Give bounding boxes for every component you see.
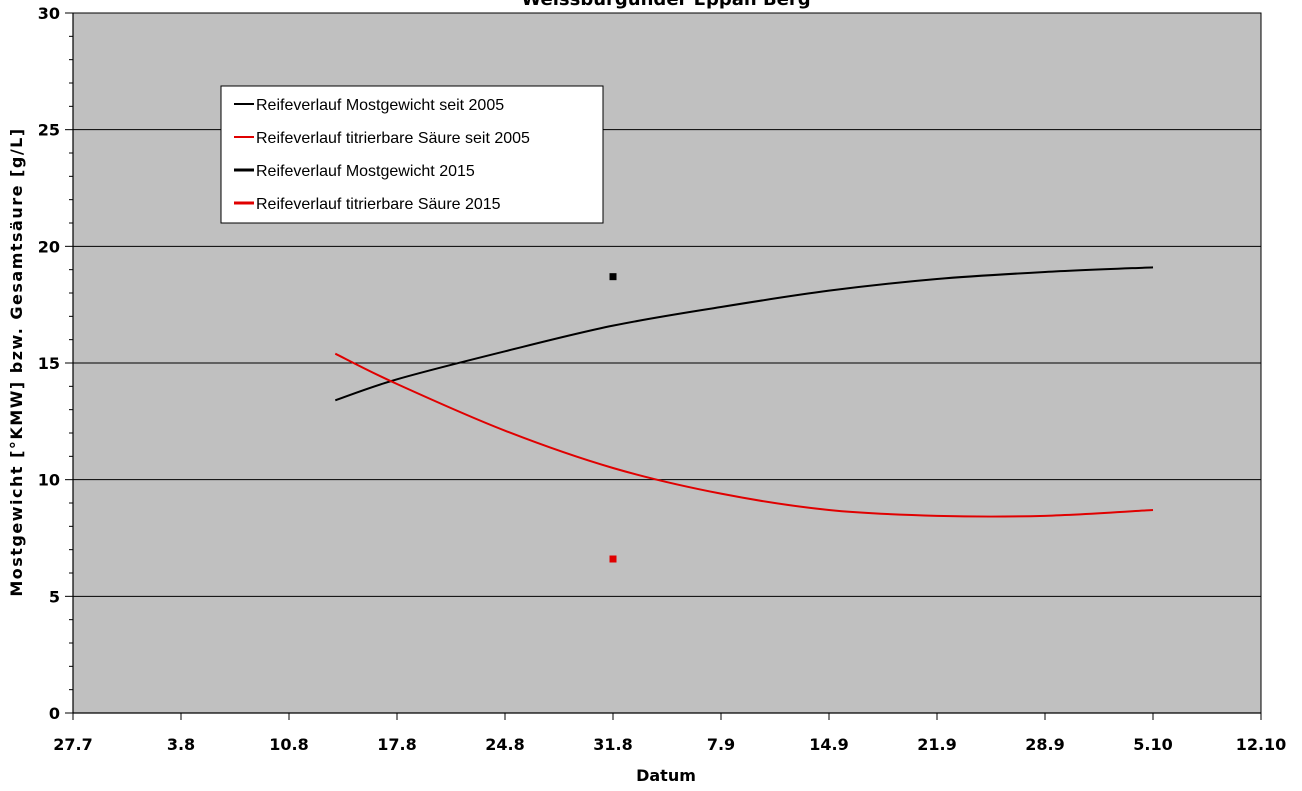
x-tick-label: 10.8 <box>269 735 308 754</box>
legend-label: Reifeverlauf titrierbare Säure seit 2005 <box>256 130 530 147</box>
x-tick-label: 7.9 <box>707 735 735 754</box>
x-tick-label: 12.10 <box>1236 735 1287 754</box>
x-axis-label: Datum <box>636 766 696 785</box>
x-tick-label: 31.8 <box>593 735 632 754</box>
x-tick-label: 14.9 <box>809 735 848 754</box>
x-tick-label: 27.7 <box>53 735 92 754</box>
y-tick-label: 10 <box>38 471 60 490</box>
legend-label: Reifeverlauf Mostgewicht seit 2005 <box>256 97 504 114</box>
x-tick-label: 28.9 <box>1025 735 1064 754</box>
y-tick-label: 25 <box>38 121 60 140</box>
x-tick-label: 5.10 <box>1133 735 1172 754</box>
x-tick-label: 3.8 <box>167 735 195 754</box>
legend-box <box>220 85 604 224</box>
y-tick-label: 30 <box>38 4 60 23</box>
x-tick-label: 17.8 <box>377 735 416 754</box>
point-saeure-2015 <box>609 555 617 563</box>
y-axis-label: Mostgewicht [°KMW] bzw. Gesamtsäure [g/L… <box>7 127 26 596</box>
y-tick-label: 5 <box>49 587 60 606</box>
x-tick-label: 21.9 <box>917 735 956 754</box>
legend-label: Reifeverlauf Mostgewicht 2015 <box>256 163 475 180</box>
y-tick-label: 0 <box>49 704 60 723</box>
chart-title: Weissburgunder Eppan Berg <box>521 0 810 10</box>
series-line-mostgewicht-seit-2005 <box>334 266 1154 402</box>
legend: Reifeverlauf Mostgewicht seit 2005 Reifev… <box>220 85 604 224</box>
point-mostgewicht-2015 <box>609 273 617 281</box>
series-line-saeure-seit-2005 <box>334 352 1154 518</box>
legend-label: Reifeverlauf titrierbare Säure 2015 <box>256 196 501 213</box>
y-tick-label: 20 <box>38 237 60 256</box>
y-tick-label: 15 <box>38 354 60 373</box>
x-tick-label: 24.8 <box>485 735 524 754</box>
